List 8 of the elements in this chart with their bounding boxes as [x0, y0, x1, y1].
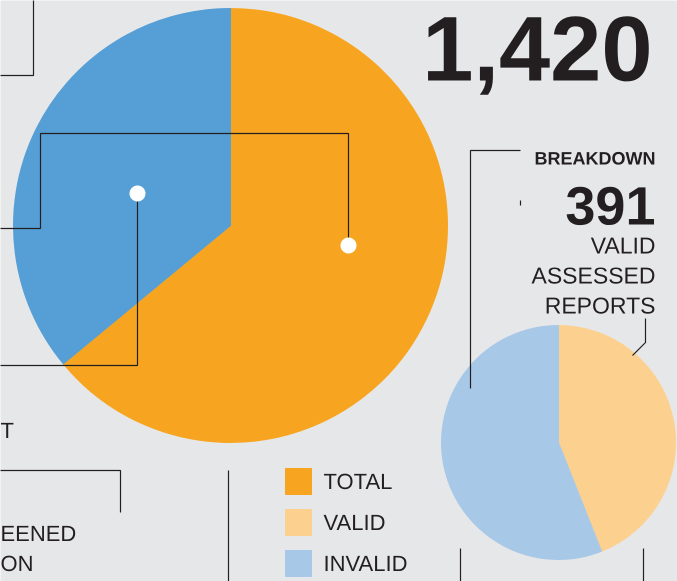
text: ON [0, 551, 34, 576]
text: EENED [0, 521, 76, 546]
chart-title: BREAKDOWN [534, 148, 656, 168]
legend-label: TOTAL [324, 469, 392, 494]
text: T [0, 418, 14, 443]
text: 1,420 [422, 0, 653, 100]
legend-label: INVALID [324, 551, 408, 576]
legend-label: VALID [324, 510, 386, 535]
